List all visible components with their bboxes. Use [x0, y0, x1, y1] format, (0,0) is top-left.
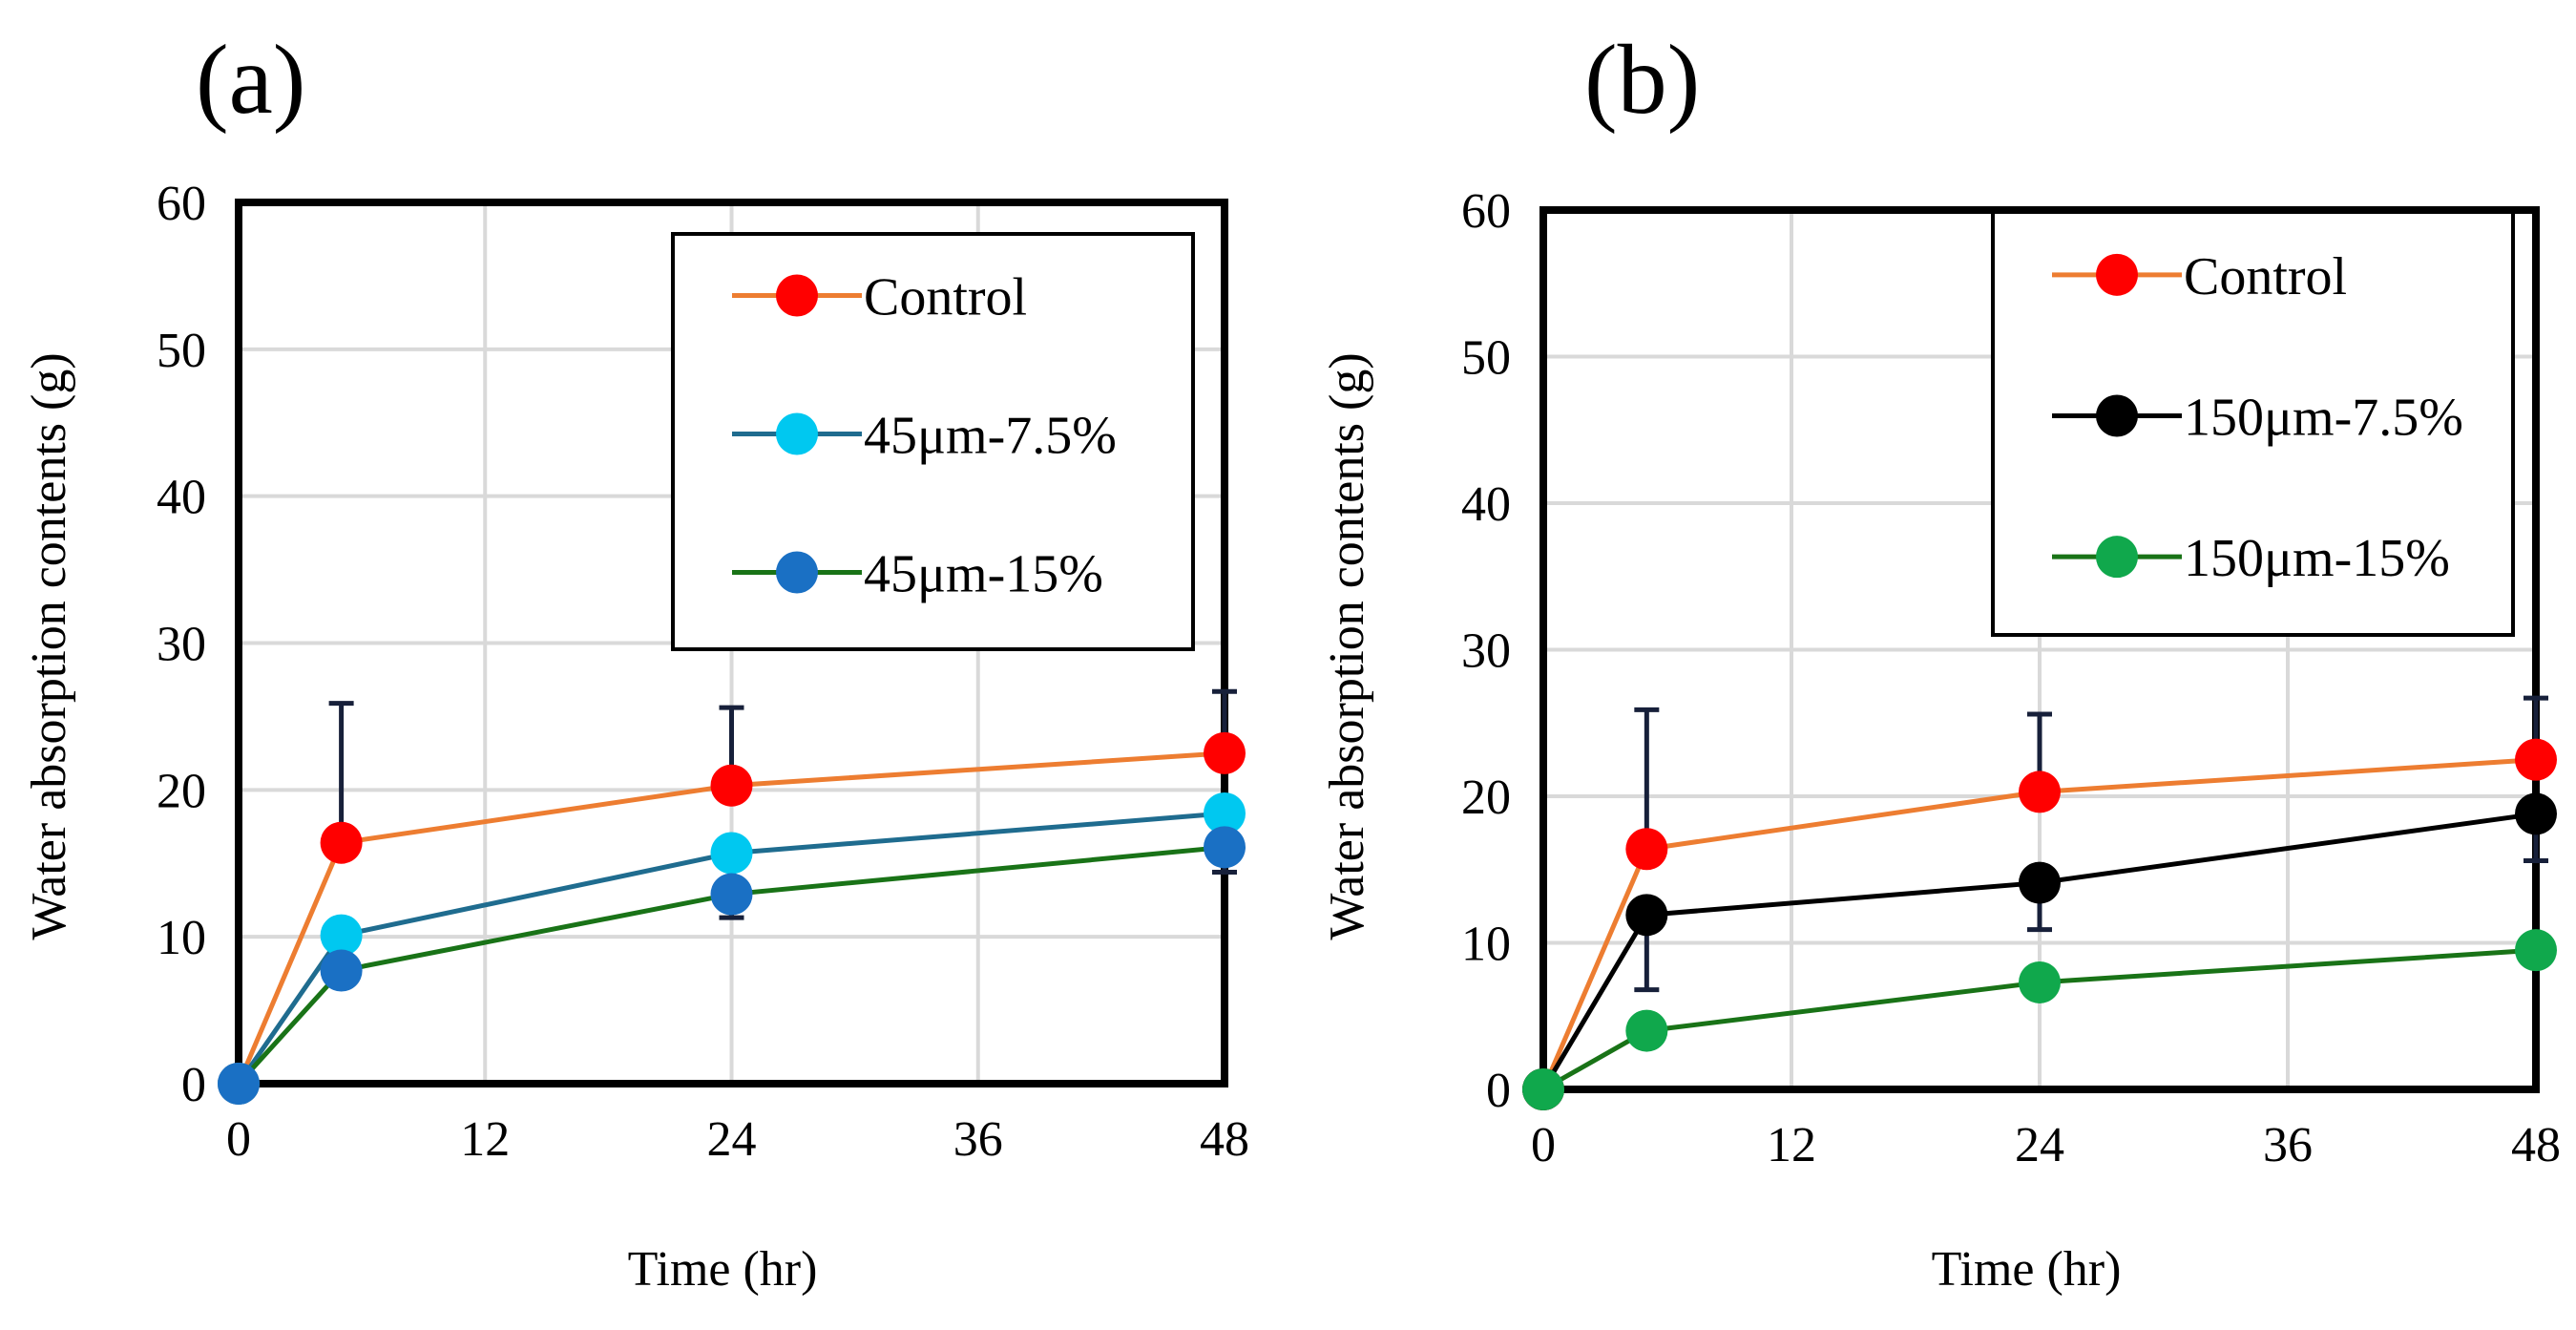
legend-marker [776, 551, 818, 594]
x-axis-title: Time (hr) [628, 1242, 818, 1297]
y-tick-label: 0 [1486, 1064, 1511, 1118]
data-point [2019, 961, 2061, 1003]
legend-label: 45μm-7.5% [864, 407, 1117, 466]
y-tick-label: 50 [157, 324, 206, 378]
plot-frame [235, 199, 1228, 1087]
legend-item: Control [2052, 247, 2347, 306]
data-point [320, 949, 363, 992]
data-point [2019, 861, 2061, 904]
legend-label: Control [2184, 247, 2347, 306]
y-tick-label: 30 [1461, 624, 1511, 679]
data-point [2515, 929, 2557, 972]
data-point [1204, 826, 1246, 869]
series-line [236, 811, 1225, 1086]
legend-marker [2096, 536, 2138, 579]
y-tick-label: 10 [157, 911, 206, 965]
legend-item: 150μm-15% [2052, 529, 2450, 588]
y-tick-label: 20 [1461, 771, 1511, 825]
panel-label: (a) [196, 25, 305, 135]
data-point [1204, 792, 1246, 834]
x-tick-label: 0 [1531, 1118, 1556, 1172]
series-line [1541, 947, 2537, 1092]
data-point [2019, 771, 2061, 813]
y-tick-label: 40 [157, 471, 206, 525]
data-point [320, 821, 363, 864]
x-tick-label: 36 [953, 1112, 1003, 1167]
legend-marker [2096, 253, 2138, 296]
data-point [1625, 894, 1668, 937]
data-point [1625, 828, 1668, 871]
x-tick-label: 48 [2511, 1118, 2561, 1172]
y-axis-title: Water absorption contents (g) [22, 352, 76, 939]
data-point [2515, 738, 2557, 781]
series-line [237, 844, 1225, 1086]
panel-label: (b) [1584, 25, 1700, 135]
series-line [236, 750, 1225, 1085]
data-point [710, 873, 753, 916]
series-line [1540, 757, 2537, 1090]
x-tick-label: 48 [1200, 1112, 1249, 1167]
x-tick-label: 24 [2015, 1118, 2064, 1172]
data-point [218, 1063, 260, 1105]
legend-marker [776, 412, 818, 455]
series-2 [218, 826, 1246, 1105]
legend-box [671, 232, 1195, 651]
panel-a: (a) 0 10 20 30 40 50 60 0 12 24 36 48 Water absorp… [22, 25, 1249, 1297]
data-point [710, 764, 753, 807]
x-axis-title: Time (hr) [1932, 1242, 2122, 1297]
legend-label: 45μm-15% [864, 545, 1103, 604]
series-line [1540, 811, 2537, 1091]
x-tick-label: 12 [460, 1112, 510, 1167]
legend-item: 45μm-15% [732, 545, 1103, 604]
x-tick-label: 0 [226, 1112, 251, 1167]
panel-b: (b) 0 10 20 30 40 50 60 0 12 24 36 48 Water absorp… [1320, 25, 2561, 1297]
data-point [1204, 731, 1246, 774]
data-point [710, 832, 753, 875]
legend-box [1991, 210, 2515, 637]
legend-marker [2096, 394, 2138, 437]
y-tick-label: 60 [157, 177, 206, 231]
x-tick-label: 12 [1767, 1118, 1816, 1172]
y-tick-label: 30 [157, 618, 206, 672]
data-point [1625, 1009, 1668, 1052]
legend-item: 150μm-7.5% [2052, 389, 2463, 448]
legend-label: Control [864, 268, 1027, 327]
x-tick-label: 36 [2263, 1118, 2313, 1172]
legend-label: 150μm-7.5% [2184, 389, 2463, 448]
series-2 [1522, 929, 2557, 1110]
x-tick-label: 24 [707, 1112, 757, 1167]
data-point [320, 914, 363, 957]
series-0 [1522, 695, 2557, 1110]
y-tick-label: 10 [1461, 918, 1511, 972]
y-tick-label: 40 [1461, 477, 1511, 532]
y-tick-label: 0 [181, 1058, 206, 1112]
legend-item: Control [732, 268, 1027, 327]
legend-item: 45μm-7.5% [732, 407, 1117, 466]
y-axis-title: Water absorption contents (g) [1320, 352, 1374, 939]
legend-marker [776, 274, 818, 317]
y-tick-label: 50 [1461, 331, 1511, 386]
y-tick-label: 60 [1461, 184, 1511, 239]
legend-label: 150μm-15% [2184, 529, 2450, 588]
y-tick-label: 20 [157, 764, 206, 818]
data-point [2515, 792, 2557, 835]
data-point [1522, 1068, 1564, 1110]
